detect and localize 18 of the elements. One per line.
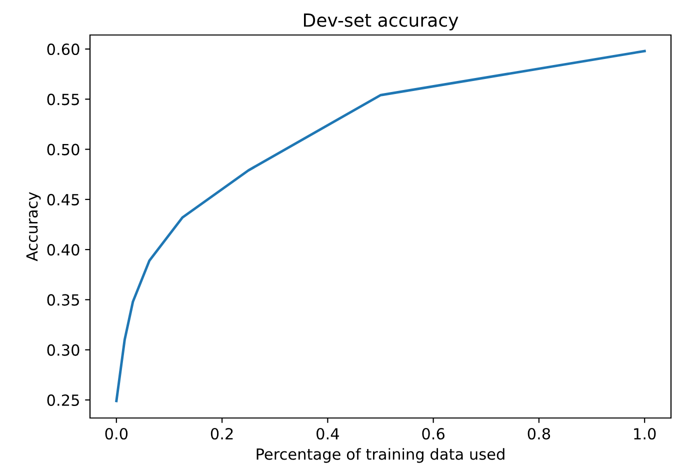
line-series <box>115 50 646 402</box>
chart-title: Dev-set accuracy <box>304 14 458 30</box>
y-tick-label: 0.45 <box>47 194 79 206</box>
x-axis-title: Percentage of training data used <box>256 448 504 463</box>
y-tick-label: 0.50 <box>47 144 80 156</box>
x-tick-label: 0.4 <box>316 428 339 440</box>
x-tick-label: 0.0 <box>105 428 128 440</box>
x-tick-label: 0.6 <box>422 428 445 440</box>
y-tick-label: 0.60 <box>47 44 80 56</box>
y-tick-label: 0.55 <box>47 94 79 106</box>
y-tick-label: 0.30 <box>47 344 80 356</box>
x-tick-label: 0.8 <box>528 428 550 440</box>
x-tick-label: 0.2 <box>210 428 233 440</box>
y-tick-label: 0.40 <box>47 244 80 256</box>
y-axis-title: Accuracy <box>26 192 41 262</box>
y-tick-label: 0.25 <box>47 394 79 406</box>
y-tick-label: 0.35 <box>47 294 79 306</box>
x-tick-label: 1.0 <box>634 428 656 440</box>
